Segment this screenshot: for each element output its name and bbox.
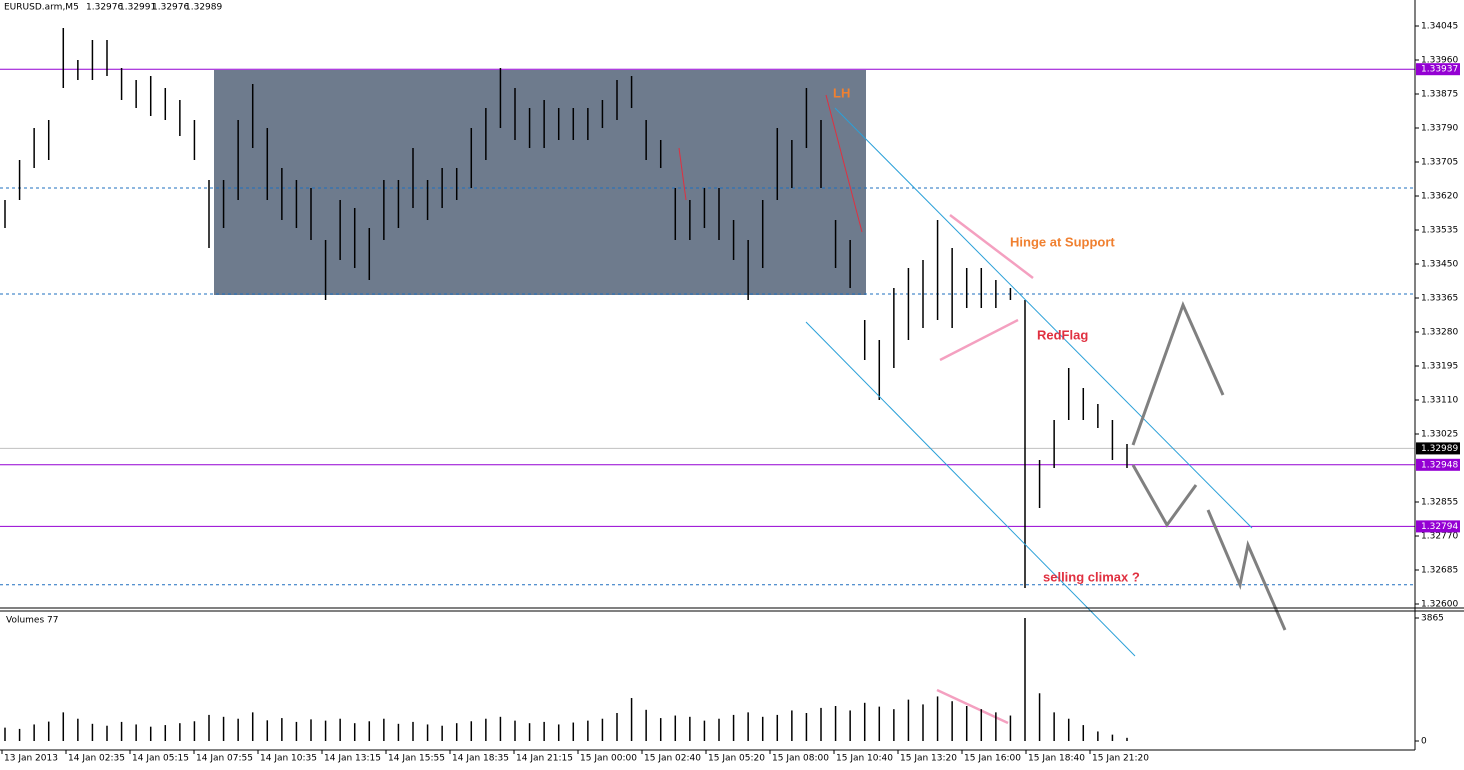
y-tick-label: 1.33790 xyxy=(1421,124,1458,134)
y-tick-label: 1.32855 xyxy=(1421,498,1458,508)
x-tick-label: 15 Jan 13:20 xyxy=(900,754,957,764)
x-tick-label: 14 Jan 02:35 xyxy=(68,754,125,764)
red-line xyxy=(825,94,863,233)
symbol: EURUSD.arm,M5 xyxy=(4,3,79,13)
annotation: Hinge at Support xyxy=(1010,234,1115,249)
x-tick-label: 14 Jan 21:15 xyxy=(516,754,573,764)
current-label: 1.32989 xyxy=(1421,444,1458,454)
y-tick-label: 1.33620 xyxy=(1421,192,1458,202)
annotation: RedFlag xyxy=(1037,327,1088,342)
x-tick-label: 15 Jan 05:20 xyxy=(708,754,765,764)
y-tick-label: 1.32685 xyxy=(1421,566,1458,576)
y-tick-label: 1.33705 xyxy=(1421,158,1458,168)
level-tag xyxy=(1416,63,1460,76)
projection xyxy=(1131,300,1225,446)
annotation: selling climax ? xyxy=(1043,569,1140,584)
y-tick-label: 1.32770 xyxy=(1421,532,1458,542)
y-tick-label: 1.33960 xyxy=(1421,56,1458,66)
x-tick-label: 15 Jan 08:00 xyxy=(772,754,829,764)
quote: 1.32976 xyxy=(152,3,189,13)
x-tick-label: 15 Jan 02:40 xyxy=(644,754,701,764)
volume-label: Volumes 77 xyxy=(6,616,58,626)
quote: 1.32976 xyxy=(86,3,123,13)
y-tick-label: 1.33025 xyxy=(1421,430,1458,440)
quote: 1.32991 xyxy=(119,3,156,13)
y-tick-label: 1.33280 xyxy=(1421,328,1458,338)
x-tick-label: 14 Jan 15:55 xyxy=(388,754,445,764)
x-tick-label: 13 Jan 2013 xyxy=(4,754,58,764)
red-line xyxy=(678,147,687,201)
level-label: 1.32948 xyxy=(1421,460,1458,470)
x-tick-label: 14 Jan 07:55 xyxy=(196,754,253,764)
x-tick-label: 15 Jan 10:40 xyxy=(836,754,893,764)
current-tag xyxy=(1416,442,1460,455)
x-tick-label: 15 Jan 18:40 xyxy=(1028,754,1085,764)
y-tick-label: 1.33450 xyxy=(1421,260,1458,270)
pink-line xyxy=(939,318,1019,362)
x-tick-label: 14 Jan 10:35 xyxy=(260,754,317,764)
x-tick-label: 14 Jan 05:15 xyxy=(132,754,189,764)
annotation: LH xyxy=(833,85,850,100)
x-tick-label: 15 Jan 21:20 xyxy=(1092,754,1149,764)
x-tick-label: 15 Jan 00:00 xyxy=(580,754,637,764)
y-tick-label: 1.33875 xyxy=(1421,90,1458,100)
level-label: 1.33937 xyxy=(1421,65,1458,75)
y-tick-label: 1.33195 xyxy=(1421,362,1458,372)
range-box xyxy=(214,70,866,295)
level-label: 1.32794 xyxy=(1421,522,1458,532)
channel-line xyxy=(834,107,1253,529)
y-tick-label: 1.34045 xyxy=(1421,22,1458,32)
volume-tick-label: 0 xyxy=(1421,737,1427,747)
x-tick-label: 14 Jan 18:35 xyxy=(452,754,509,764)
y-tick-label: 1.32600 xyxy=(1421,600,1458,610)
channel-line xyxy=(805,321,1136,657)
y-tick-label: 1.33110 xyxy=(1421,396,1458,406)
y-tick-label: 1.33365 xyxy=(1421,294,1458,304)
level-tag xyxy=(1416,458,1460,471)
x-tick-label: 15 Jan 16:00 xyxy=(964,754,1021,764)
quote: 1.32989 xyxy=(185,3,222,13)
volume-tick-label: 3865 xyxy=(1421,614,1444,624)
pink-line xyxy=(949,214,1034,279)
level-tag xyxy=(1416,520,1460,533)
x-tick-label: 14 Jan 13:15 xyxy=(324,754,381,764)
projection xyxy=(1131,464,1198,528)
y-tick-label: 1.33535 xyxy=(1421,226,1458,236)
projection xyxy=(1206,509,1287,631)
